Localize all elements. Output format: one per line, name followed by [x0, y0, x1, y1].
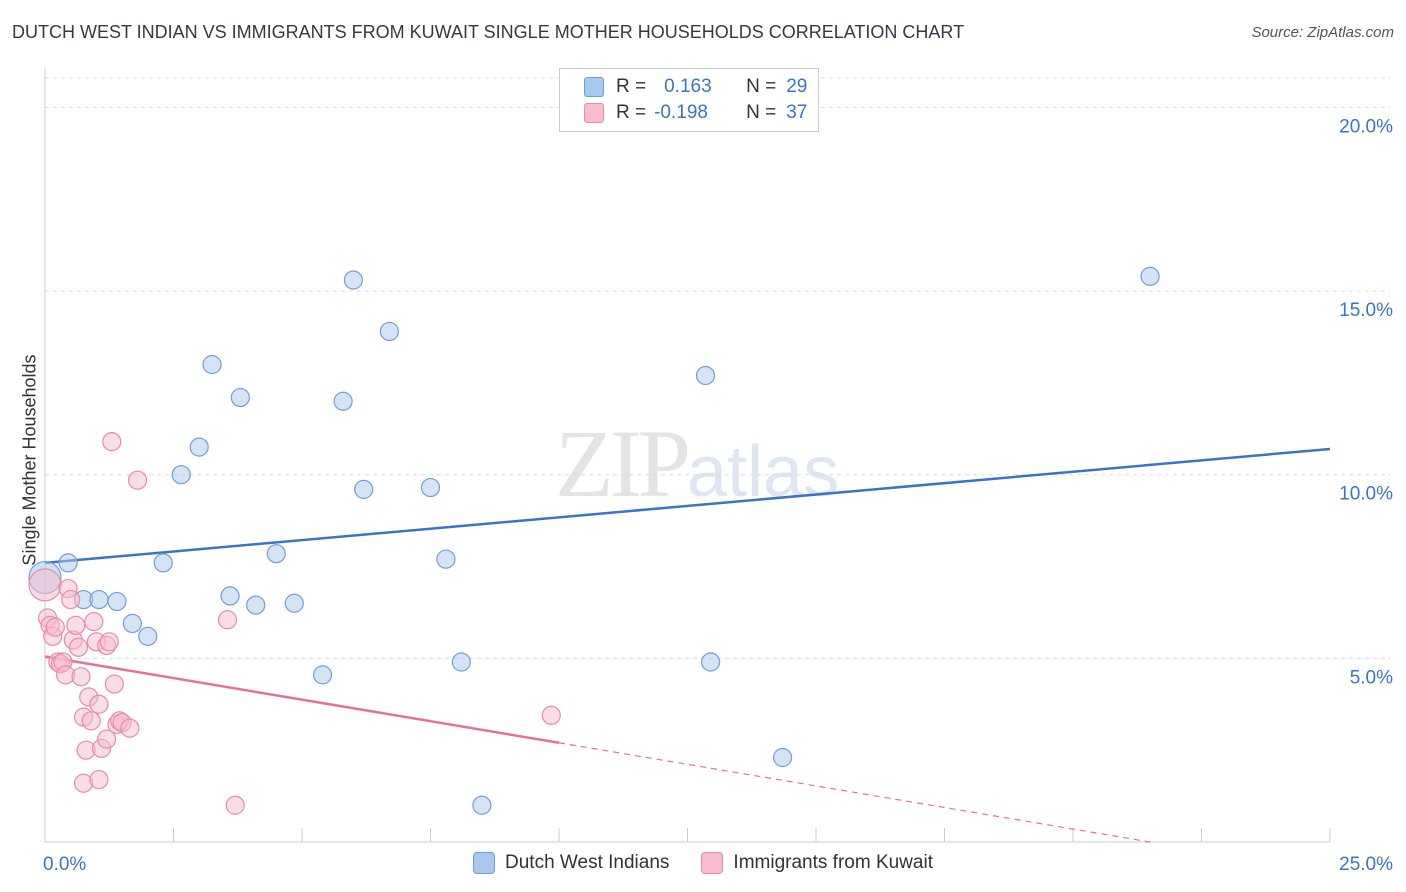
legend-swatch-dutch: [584, 77, 604, 97]
legend-r-label: R =: [616, 76, 647, 97]
point-dutch-west-indians: [230, 387, 250, 408]
point-immigrants-kuwait: [217, 610, 238, 630]
x-tick-label-min: 0.0%: [43, 854, 86, 875]
legend-n-label: N =: [746, 102, 777, 123]
point-dutch-west-indians: [472, 795, 492, 815]
x-tick-label-max: 25.0%: [1339, 854, 1393, 875]
point-dutch-west-indians: [189, 437, 209, 457]
point-dutch-west-indians: [89, 589, 109, 610]
point-immigrants-kuwait: [68, 637, 89, 657]
point-immigrants-kuwait: [71, 667, 91, 687]
point-immigrants-kuwait: [61, 589, 81, 610]
point-dutch-west-indians: [58, 553, 78, 573]
point-immigrants-kuwait: [541, 705, 561, 725]
point-immigrants-kuwait: [89, 694, 109, 714]
point-dutch-west-indians: [343, 270, 363, 290]
chart-title: DUTCH WEST INDIAN VS IMMIGRANTS FROM KUW…: [12, 22, 965, 42]
y-tick-label: 20.0%: [1339, 116, 1393, 137]
legend-item-dutch[interactable]: Dutch West Indians: [473, 852, 669, 874]
legend-item-kuwait[interactable]: Immigrants from Kuwait: [701, 852, 933, 874]
point-dutch-west-indians: [202, 354, 222, 375]
legend-swatch-kuwait: [701, 852, 724, 874]
point-dutch-west-indians: [701, 652, 721, 672]
point-dutch-west-indians: [772, 747, 793, 768]
grid-lines: [45, 77, 1390, 659]
point-immigrants-kuwait: [45, 617, 65, 637]
legend-row-kuwait: R = -0.198 N = 37: [584, 100, 807, 126]
legend-label-dutch: Dutch West Indians: [505, 852, 670, 873]
point-dutch-west-indians: [354, 479, 374, 499]
y-tick-label: 10.0%: [1339, 484, 1393, 505]
legend-r-value: -0.198: [654, 102, 708, 123]
point-immigrants-kuwait: [97, 729, 117, 749]
point-dutch-west-indians: [284, 593, 304, 613]
point-dutch-west-indians: [1140, 266, 1160, 286]
legend-r-label: R =: [616, 102, 647, 123]
point-immigrants-kuwait: [127, 470, 148, 490]
point-dutch-west-indians: [220, 586, 240, 606]
trend-line-kuwait-extension: [558, 742, 1151, 843]
source-label: Source: ZipAtlas.com: [1251, 24, 1394, 41]
axes: [44, 68, 1331, 843]
legend-row-dutch: R = 0.163 N = 29: [584, 74, 807, 100]
zipatlas-watermark: ZIPatlas: [555, 408, 839, 519]
data-points: [28, 266, 1160, 815]
y-axis-label: Single Mother Households: [19, 354, 40, 566]
trend-lines: [44, 447, 1331, 843]
point-immigrants-kuwait: [102, 432, 122, 452]
series-legend: Dutch West Indians Immigrants from Kuwai…: [0, 852, 1406, 874]
point-dutch-west-indians: [436, 549, 456, 569]
legend-n-label: N =: [746, 76, 777, 97]
point-dutch-west-indians: [695, 365, 716, 386]
point-immigrants-kuwait: [120, 718, 140, 738]
point-dutch-west-indians: [153, 553, 173, 573]
point-dutch-west-indians: [122, 613, 142, 634]
legend-r-value: 0.163: [664, 76, 712, 97]
watermark-zip: ZIP: [555, 410, 691, 517]
y-tick-label: 5.0%: [1350, 667, 1393, 688]
point-immigrants-kuwait: [81, 711, 101, 731]
correlation-legend: R = 0.163 N = 29 R = -0.198 N = 37: [559, 68, 819, 132]
point-dutch-west-indians: [107, 591, 127, 612]
point-immigrants-kuwait: [89, 769, 109, 790]
legend-swatch-dutch: [473, 852, 496, 874]
trend-line-dutch: [44, 447, 1331, 565]
point-dutch-west-indians: [451, 652, 471, 672]
tick-labels: 5.0% 10.0% 15.0% 20.0% 0.0% 25.0%: [43, 116, 1393, 875]
point-dutch-west-indians: [246, 595, 266, 615]
point-dutch-west-indians: [266, 544, 286, 564]
point-dutch-west-indians: [420, 477, 441, 498]
point-dutch-west-indians: [171, 465, 191, 485]
point-dutch-west-indians: [312, 665, 333, 685]
point-immigrants-kuwait: [84, 612, 104, 632]
point-immigrants-kuwait: [225, 795, 245, 815]
point-immigrants-kuwait: [99, 632, 119, 652]
point-dutch-west-indians: [138, 626, 158, 646]
point-dutch-west-indians: [333, 391, 353, 411]
trend-line-kuwait: [44, 655, 560, 745]
point-dutch-west-indians: [379, 321, 399, 342]
point-immigrants-kuwait: [104, 674, 124, 694]
y-tick-label: 15.0%: [1339, 300, 1393, 321]
legend-n-value: 37: [786, 102, 808, 123]
legend-label-kuwait: Immigrants from Kuwait: [733, 852, 933, 873]
legend-swatch-kuwait: [584, 103, 604, 123]
point-immigrants-kuwait: [66, 615, 86, 635]
point-immigrants-kuwait: [28, 568, 62, 602]
legend-n-value: 29: [786, 76, 808, 97]
